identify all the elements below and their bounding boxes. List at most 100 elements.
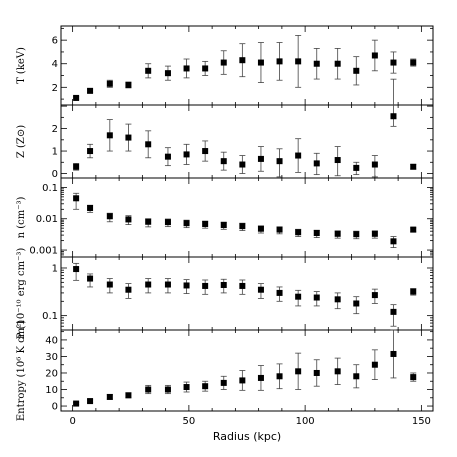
data-marker [276,58,283,65]
data-point [371,155,378,178]
data-marker [220,379,227,386]
data-marker [295,229,302,236]
y-tick-label: 0.001 [29,246,58,257]
data-point [257,283,264,299]
data-marker [183,384,190,391]
data-marker [202,383,209,390]
data-marker [371,292,378,299]
data-marker [164,153,171,160]
data-marker [145,386,152,393]
data-marker [202,148,209,155]
data-point [164,147,171,167]
data-marker [257,286,264,293]
data-point [145,384,152,395]
data-point [145,218,152,228]
data-marker [183,151,190,158]
data-point [371,288,378,304]
data-marker [295,152,302,159]
panel-3: 0.001 0.01 0.1 n (cm⁻³) [16,177,434,258]
data-point [353,230,360,240]
data-point [220,221,227,230]
data-point [371,39,378,72]
data-point [183,143,190,165]
data-marker [410,374,417,381]
data-point [125,215,132,225]
data-marker [220,158,227,165]
data-point [390,329,397,379]
data-point [334,48,341,80]
data-marker [164,219,171,226]
data-point [276,363,283,390]
data-marker [334,230,341,237]
data-point [164,218,171,228]
y-tick-label: 6 [52,36,58,47]
y-tick-label: 30 [45,352,58,363]
data-point [353,296,360,315]
data-point [202,279,209,295]
data-point [239,370,246,391]
data-marker [390,238,397,245]
data-point [410,288,417,296]
data-marker [239,223,246,230]
data-marker [164,281,171,288]
y-axis-label: n (cm⁻³) [16,197,27,239]
data-marker [220,59,227,66]
data-marker [183,282,190,289]
data-point [257,42,264,83]
data-marker [257,374,264,381]
data-marker [257,155,264,162]
data-point [106,212,113,223]
data-marker [73,195,80,202]
data-marker [202,65,209,72]
data-point [410,226,417,233]
data-point [276,148,283,178]
data-point [106,278,113,294]
data-marker [313,369,320,376]
panel-1: 2 4 6 T (keV) [16,25,434,106]
y-tick-label: 1 [52,147,58,158]
data-marker [371,230,378,237]
data-marker [125,392,132,399]
data-marker [334,60,341,67]
y-tick-label: 0.01 [36,214,58,225]
data-marker [145,218,152,225]
data-marker [257,225,264,232]
data-point [125,392,132,399]
y-tick-label: 0.1 [42,311,58,322]
data-marker [313,294,320,301]
data-point [239,155,246,174]
y-axis-label: P (10⁻¹⁰ erg cm⁻³) [16,248,27,340]
data-marker [390,350,397,357]
data-point [295,352,302,390]
data-marker [73,400,80,407]
data-point [220,151,227,171]
data-point [257,146,264,172]
data-marker [106,393,113,400]
data-marker [87,148,94,155]
data-marker [239,282,246,289]
data-point [202,140,209,162]
data-point [410,163,417,170]
data-point [371,230,378,239]
data-marker [257,59,264,66]
panel-frame [60,177,434,258]
data-point [313,152,320,176]
data-point [313,229,320,238]
data-point [183,58,190,79]
data-marker [390,113,397,120]
data-point [145,130,152,159]
data-marker [295,368,302,375]
data-point [73,262,80,281]
data-marker [410,226,417,233]
data-point [73,94,80,101]
data-marker [106,213,113,220]
data-point [334,292,341,310]
data-point [73,400,80,407]
x-axis-label: Radius (kpc) [213,430,281,443]
data-point [313,359,320,387]
data-marker [390,308,397,315]
data-point [353,161,360,176]
data-marker [125,134,132,141]
data-point [106,119,113,152]
